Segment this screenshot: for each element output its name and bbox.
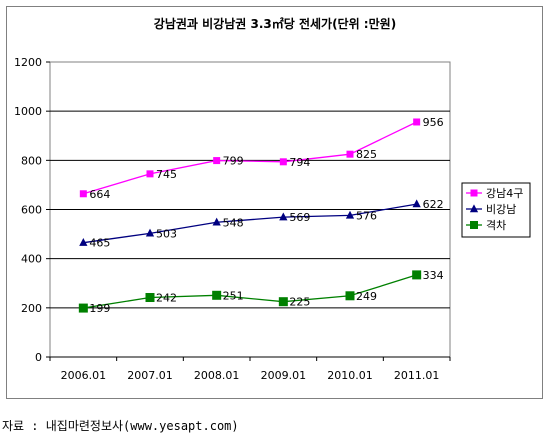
- data-label: 199: [89, 302, 110, 315]
- series-line: [83, 203, 417, 244]
- data-point: [78, 303, 88, 313]
- x-tick-label: 2009.01: [261, 369, 307, 382]
- data-point: [79, 238, 88, 246]
- data-label: 956: [423, 116, 444, 129]
- legend-label: 격차: [486, 219, 506, 232]
- y-tick-label: 600: [21, 204, 42, 217]
- legend-label: 강남4구: [486, 187, 523, 200]
- x-tick-label: 2006.01: [61, 369, 107, 382]
- y-tick-label: 0: [35, 351, 42, 364]
- legend-swatch-marker: [469, 204, 479, 213]
- data-label: 664: [89, 188, 110, 201]
- x-tick-label: 2011.01: [394, 369, 440, 382]
- data-label: 622: [423, 198, 444, 211]
- data-point: [79, 190, 87, 198]
- data-label: 242: [156, 292, 177, 305]
- data-point: [279, 212, 288, 221]
- data-point: [213, 157, 221, 165]
- y-tick-label: 200: [21, 302, 42, 315]
- x-tick-label: 2010.01: [327, 369, 373, 382]
- data-label: 799: [223, 155, 244, 168]
- data-point: [212, 290, 222, 300]
- data-point: [345, 291, 355, 301]
- data-point: [145, 293, 155, 303]
- data-point: [412, 270, 422, 280]
- data-label: 569: [289, 211, 310, 224]
- data-label: 249: [356, 290, 377, 303]
- data-point: [212, 217, 221, 226]
- legend-swatch-marker: [470, 221, 478, 229]
- x-tick-label: 2007.01: [127, 369, 173, 382]
- source-note: 자료 : 내집마련정보사(www.yesapt.com): [2, 419, 239, 433]
- data-label: 503: [156, 227, 177, 240]
- y-tick-label: 1200: [14, 56, 42, 69]
- data-point: [279, 158, 287, 166]
- data-label: 576: [356, 209, 377, 222]
- data-label: 334: [423, 269, 444, 282]
- data-label: 225: [289, 296, 310, 309]
- chart-title: 강남권과 비강남권 3.3㎡당 전세가(단위 :만원): [154, 16, 396, 31]
- y-tick-label: 1000: [14, 105, 42, 118]
- data-label: 825: [356, 148, 377, 161]
- legend-label: 비강남: [486, 203, 516, 216]
- data-label: 745: [156, 168, 177, 181]
- series-line: [83, 274, 417, 309]
- y-tick-label: 400: [21, 253, 42, 266]
- data-point: [278, 297, 288, 307]
- y-tick-label: 800: [21, 154, 42, 167]
- data-point: [413, 118, 421, 126]
- series-line: [83, 121, 417, 195]
- legend-swatch-marker: [470, 189, 478, 197]
- data-point: [346, 150, 354, 158]
- data-label: 794: [289, 156, 310, 169]
- x-tick-label: 2008.01: [194, 369, 240, 382]
- data-label: 465: [89, 237, 110, 250]
- data-point: [146, 170, 154, 178]
- data-label: 548: [223, 216, 244, 229]
- data-label: 251: [223, 289, 244, 302]
- data-point: [145, 228, 155, 237]
- data-point: [345, 210, 355, 219]
- data-point: [412, 199, 421, 208]
